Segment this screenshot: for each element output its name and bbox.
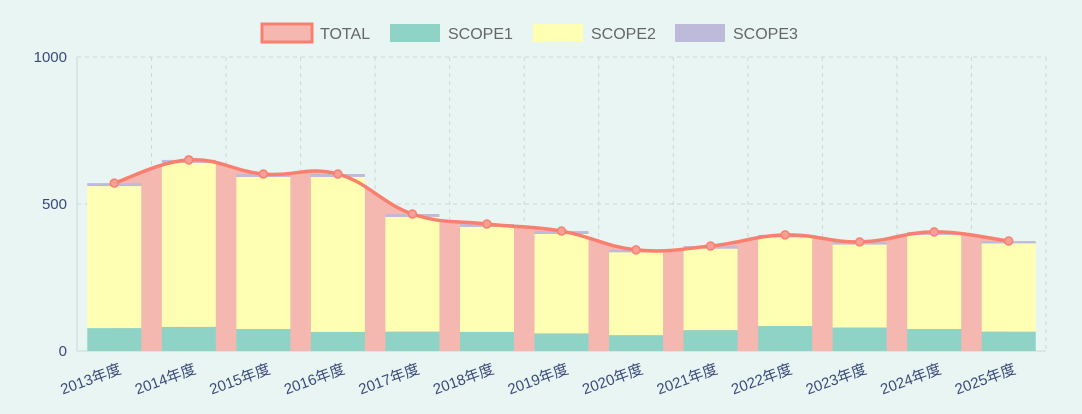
bar-scope1 xyxy=(907,328,962,351)
total-point xyxy=(929,227,939,237)
y-tick-label: 1000 xyxy=(34,49,67,66)
total-point xyxy=(109,178,120,188)
bar-scope2 xyxy=(832,244,887,328)
bar-scope1 xyxy=(832,327,887,351)
total-point xyxy=(1003,236,1014,246)
bar-scope2 xyxy=(981,243,1036,332)
total-point xyxy=(780,230,790,240)
bar-scope1 xyxy=(758,326,813,351)
x-tick-label: 2014年度 xyxy=(133,361,198,399)
x-tick-label: 2021年度 xyxy=(655,361,720,399)
total-point xyxy=(407,209,418,219)
bar-scope2 xyxy=(310,176,365,332)
total-point xyxy=(482,219,492,229)
x-tick-label: 2016年度 xyxy=(282,361,347,399)
bar-scope2 xyxy=(161,162,216,327)
x-tick-label: 2020年度 xyxy=(580,361,645,399)
bar-scope1 xyxy=(310,331,365,351)
bar-scope2 xyxy=(459,226,514,332)
bar-scope2 xyxy=(385,216,440,332)
x-tick-label: 2015年度 xyxy=(207,361,272,399)
y-tick-label: 500 xyxy=(42,196,67,213)
x-tick-label: 2023年度 xyxy=(804,361,869,399)
x-tick-label: 2024年度 xyxy=(878,361,943,399)
x-tick-label: 2025年度 xyxy=(953,361,1018,399)
total-point xyxy=(556,226,567,236)
legend-label-total: TOTAL xyxy=(320,26,370,43)
bar-scope2 xyxy=(609,252,664,336)
total-point xyxy=(705,241,716,251)
y-tick-label: 0 xyxy=(59,343,67,360)
x-tick-label: 2018年度 xyxy=(431,361,496,399)
bar-scope1 xyxy=(534,333,589,351)
bar-scope1 xyxy=(161,326,216,351)
bar-scope2 xyxy=(683,248,738,331)
legend-swatch-total xyxy=(260,22,314,44)
legend-swatch-scope3 xyxy=(675,24,725,42)
bar-scope2 xyxy=(907,234,962,329)
x-tick-label: 2013年度 xyxy=(58,361,123,399)
bar-scope1 xyxy=(981,331,1036,351)
x-tick-label: 2019年度 xyxy=(506,361,571,399)
bar-scope1 xyxy=(385,331,440,351)
legend-label-scope1: SCOPE1 xyxy=(448,26,513,43)
bar-scope2 xyxy=(758,237,813,327)
bar-scope2 xyxy=(236,176,291,329)
total-point xyxy=(258,169,269,179)
bar-scope1 xyxy=(683,330,738,351)
bar-scope1 xyxy=(609,335,664,351)
legend-label-scope3: SCOPE3 xyxy=(733,26,798,43)
bar-scope1 xyxy=(87,328,142,351)
x-tick-label: 2017年度 xyxy=(356,361,421,399)
legend-label-scope2: SCOPE2 xyxy=(591,26,656,43)
bar-scope2 xyxy=(534,233,589,334)
total-point xyxy=(631,245,641,255)
total-point xyxy=(854,237,865,247)
bar-scope2 xyxy=(87,186,142,329)
legend-swatch-scope1 xyxy=(390,24,440,42)
legend-swatch-scope2 xyxy=(533,24,583,42)
total-point xyxy=(184,155,194,165)
bar-scope1 xyxy=(459,331,514,351)
total-point xyxy=(333,169,343,179)
bar-scope1 xyxy=(236,328,291,351)
x-tick-label: 2022年度 xyxy=(729,361,794,399)
